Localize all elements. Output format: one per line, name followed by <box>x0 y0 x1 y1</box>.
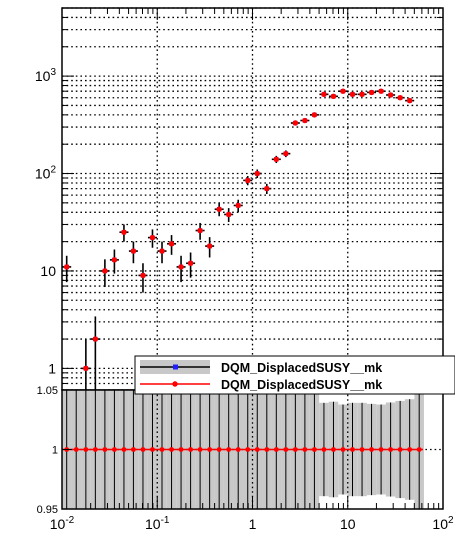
y-tick-label: 103 <box>35 67 57 84</box>
ratio-point <box>283 447 289 452</box>
top-plot-background <box>62 8 443 390</box>
data-point-red <box>168 241 175 247</box>
ratio-point <box>302 447 308 452</box>
ratio-point <box>83 447 89 452</box>
y-tick-label: 1 <box>48 360 56 376</box>
ratio-point <box>264 447 270 452</box>
ratio-y-tick-label: 0.95 <box>37 504 58 516</box>
ratio-plot-panel <box>61 389 444 510</box>
data-point-red <box>292 120 299 126</box>
data-point-red <box>359 91 365 98</box>
data-point-red <box>378 88 384 94</box>
data-point-red <box>397 95 403 101</box>
ratio-point <box>92 447 98 452</box>
ratio-point <box>245 447 251 452</box>
data-point-red <box>311 112 318 118</box>
data-point-red <box>102 268 108 274</box>
axis-tick-labels: 1 10 102 103 0.95 1 1.05 10-2 10-1 1 10 102 <box>35 67 454 532</box>
ratio-point <box>197 447 203 452</box>
data-point-red <box>235 202 241 209</box>
data-point-red <box>340 88 346 94</box>
data-point-red <box>187 260 194 266</box>
data-point-red <box>216 206 222 212</box>
ratio-point <box>207 447 213 452</box>
ratio-point <box>112 447 117 452</box>
data-point-red <box>283 150 289 157</box>
ratio-point <box>350 447 355 452</box>
x-tick-label: 1 <box>249 516 257 532</box>
ratio-point <box>378 447 384 452</box>
top-plot-panel <box>61 7 444 391</box>
ratio-point <box>416 447 422 452</box>
ratio-point <box>388 447 394 452</box>
ratio-point <box>178 447 184 452</box>
ratio-point <box>121 447 127 452</box>
data-point-red <box>121 229 127 235</box>
ratio-point <box>254 447 260 452</box>
data-point-red <box>197 227 203 234</box>
ratio-point <box>216 447 222 452</box>
ratio-point <box>131 447 136 452</box>
ratio-point <box>140 447 146 452</box>
x-tick-label: 10-1 <box>145 515 170 532</box>
ratio-point <box>150 447 155 452</box>
data-point-red <box>92 336 99 342</box>
data-point-red <box>111 257 118 263</box>
legend-label: DQM_DisplacedSUSY__mk <box>221 378 382 392</box>
data-point-red <box>245 177 251 184</box>
data-point-red <box>83 365 89 372</box>
data-point-red <box>349 91 356 98</box>
data-point-red <box>254 170 260 177</box>
data-point-red <box>159 248 165 254</box>
ratio-point <box>359 447 365 452</box>
data-point-red <box>206 243 213 249</box>
data-point-red <box>321 91 327 98</box>
data-point-red <box>273 156 280 162</box>
ratio-point <box>292 447 298 452</box>
ratio-point <box>169 447 174 452</box>
legend-label: DQM_DisplacedSUSY__mk <box>221 361 382 375</box>
ratio-y-tick-label: 1.05 <box>37 385 58 397</box>
data-point-red <box>178 264 184 270</box>
data-point-red <box>63 264 70 270</box>
ratio-point <box>273 447 279 452</box>
ratio-point <box>226 447 232 452</box>
ratio-point <box>73 447 79 452</box>
x-tick-label: 102 <box>432 515 454 532</box>
data-point-red <box>368 89 375 96</box>
ratio-point <box>407 447 413 452</box>
data-point-red <box>264 185 270 192</box>
ratio-point <box>312 447 317 452</box>
ratio-point <box>321 447 327 452</box>
data-point-red <box>149 234 156 241</box>
x-tick-label: 10 <box>340 516 356 532</box>
data-point-red <box>387 92 394 98</box>
data-point-red <box>330 93 337 100</box>
legend-marker-blue <box>173 364 178 370</box>
ratio-point <box>235 447 241 452</box>
ratio-point <box>102 447 108 452</box>
y-tick-label: 102 <box>35 165 57 182</box>
ratio-y-tick-label: 1 <box>52 445 58 457</box>
ratio-point <box>369 447 374 452</box>
data-point-red <box>130 248 137 254</box>
ratio-point <box>340 447 346 452</box>
data-point-red <box>406 97 413 104</box>
data-point-red <box>140 272 146 279</box>
ratio-point <box>331 447 336 452</box>
data-point-red <box>225 211 232 218</box>
legend-marker-red <box>172 381 178 387</box>
legend: DQM_DisplacedSUSY__mk DQM_DisplacedSUSY__… <box>134 355 455 395</box>
y-tick-label: 10 <box>40 263 56 279</box>
x-tick-label: 10-2 <box>50 515 75 532</box>
ratio-point <box>159 447 165 452</box>
data-point-red <box>302 117 308 124</box>
ratio-point <box>188 447 193 452</box>
ratio-point <box>397 447 403 452</box>
